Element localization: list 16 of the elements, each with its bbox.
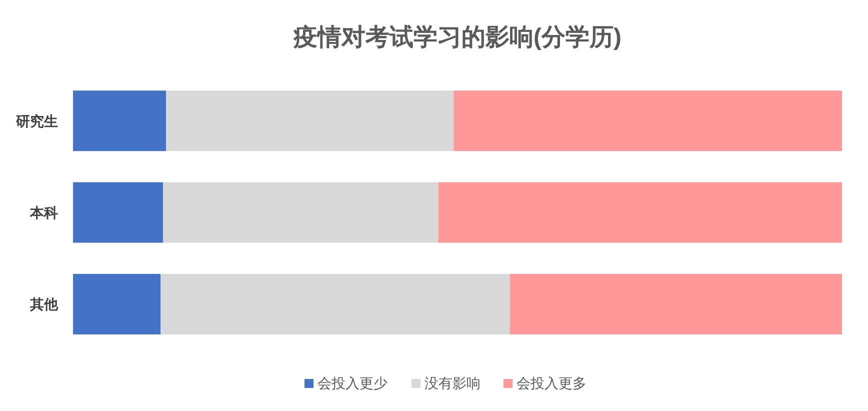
y-tick-label: 其他: [29, 296, 59, 312]
bar: [73, 90, 166, 152]
y-tick-label: 研究生: [15, 112, 58, 129]
bar: [454, 90, 842, 152]
bar: [162, 182, 438, 243]
bar: [510, 274, 842, 334]
legend-label: 没有影响: [424, 375, 480, 391]
bar: [73, 274, 161, 334]
legend-label: 会投入更少: [318, 375, 388, 391]
bar: [160, 274, 510, 334]
chart-title: 疫情对考试学习的影响(分学历): [292, 24, 622, 51]
bar: [166, 90, 454, 152]
legend-label: 会投入更多: [516, 375, 586, 391]
bar: [73, 182, 163, 243]
y-tick-label: 本科: [29, 204, 58, 220]
bar: [438, 182, 842, 243]
